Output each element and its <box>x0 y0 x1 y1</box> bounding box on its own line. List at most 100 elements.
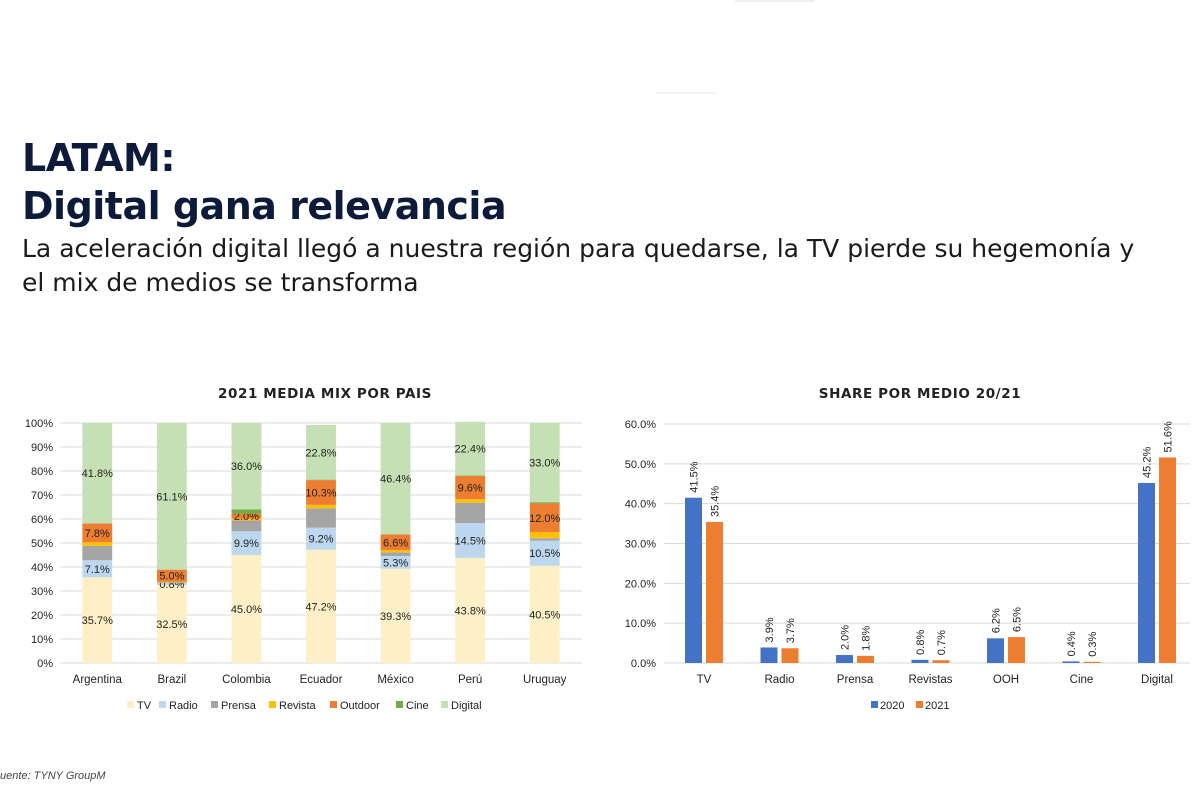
data-label: 45.0% <box>231 604 262 616</box>
decorative-line <box>655 92 715 94</box>
legend-label: Cine <box>406 700 429 712</box>
y-tick-label: 100% <box>25 418 53 430</box>
bar-segment-tv <box>82 577 113 663</box>
bar-2020 <box>1138 482 1155 663</box>
subtitle-line-1: La aceleración digital llegó a nuestra r… <box>22 234 1135 263</box>
y-tick-label: 90% <box>31 442 53 454</box>
bar-2021 <box>932 660 950 663</box>
data-label: 10.3% <box>305 487 336 499</box>
data-label: 6.5% <box>1012 607 1024 632</box>
data-label: 32.5% <box>156 619 187 631</box>
bar-segment-radio <box>455 523 486 558</box>
data-label: 33.0% <box>529 458 560 470</box>
bar-segment-prensa <box>156 582 187 584</box>
legend-swatch <box>159 701 166 708</box>
data-label: 46.4% <box>380 474 411 486</box>
bar-segment-radio <box>529 540 560 566</box>
x-tick-label: Brazil <box>157 674 186 686</box>
title-line-1: LATAM: <box>22 136 176 180</box>
x-tick-label: México <box>377 674 413 686</box>
legend-swatch <box>330 701 337 708</box>
decorative-line <box>735 0 815 2</box>
x-tick-label: Argentina <box>73 674 123 686</box>
bar-segment-revista <box>306 504 336 509</box>
legend-label: Outdoor <box>340 700 380 712</box>
x-tick-label: Perú <box>458 674 482 686</box>
data-label: 47.2% <box>305 601 336 613</box>
bar-segment-revista <box>529 532 560 539</box>
bar-2020 <box>987 638 1004 663</box>
legend-swatch <box>211 701 218 708</box>
bar-segment-outdoor <box>156 569 187 582</box>
bar-2021 <box>781 648 799 663</box>
y-tick-label: 30.0% <box>625 539 656 551</box>
page-title: LATAM: Digital gana relevancia <box>22 134 507 230</box>
bar-segment-outdoor <box>380 534 411 551</box>
bar-segment-revista <box>380 550 411 553</box>
data-label: 22.8% <box>305 447 336 459</box>
data-label: 3.7% <box>785 618 797 643</box>
legend-swatch <box>396 701 403 708</box>
x-tick-label: OOH <box>993 674 1019 686</box>
bar-segment-digital <box>529 423 560 503</box>
x-tick-label: Radio <box>764 674 794 686</box>
bar-segment-tv <box>380 568 411 663</box>
data-label: 0.7% <box>936 630 948 655</box>
data-label: 35.4% <box>710 486 722 517</box>
data-label: 61.1% <box>156 491 187 503</box>
title-line-2: Digital gana relevancia <box>22 184 507 228</box>
bar-segment-radio <box>231 531 262 555</box>
bar-segment-cine <box>529 502 560 504</box>
y-tick-label: 50% <box>31 538 53 550</box>
bar-segment-prensa <box>82 545 113 561</box>
legend-label: Radio <box>169 700 198 712</box>
y-tick-label: 70% <box>31 490 53 502</box>
legend-label: Revista <box>279 700 317 712</box>
data-label: 3.9% <box>764 617 776 642</box>
bar-segment-digital <box>156 423 187 570</box>
bar-segment-prensa <box>455 502 486 524</box>
bar-segment-digital <box>306 424 336 480</box>
data-label: 51.6% <box>1163 421 1175 452</box>
data-label: 40.5% <box>529 609 560 621</box>
y-tick-label: 10% <box>31 634 53 646</box>
bar-2021 <box>857 655 874 663</box>
bar-segment-tv <box>455 557 486 663</box>
legend-swatch <box>916 701 923 708</box>
bar-segment-revista <box>231 518 262 521</box>
y-tick-label: 20.0% <box>625 578 656 590</box>
legend-label: 2020 <box>880 700 904 712</box>
bar-2020 <box>760 647 778 663</box>
legend-swatch <box>127 701 134 708</box>
data-label: 0.4% <box>1066 631 1078 656</box>
x-tick-label: Digital <box>1141 674 1173 686</box>
y-tick-label: 0% <box>37 658 53 670</box>
bar-segment-digital <box>231 423 262 510</box>
data-label: 5.0% <box>159 571 184 583</box>
legend-swatch <box>441 701 448 708</box>
data-label: 14.5% <box>455 535 486 547</box>
data-label: 6.6% <box>383 537 408 549</box>
bar-segment-revista <box>82 542 113 546</box>
x-tick-label: Colombia <box>222 674 271 686</box>
data-label: 7.8% <box>85 528 110 540</box>
legend-label: Digital <box>451 700 482 712</box>
source-note: uente: TYNY GroupM <box>0 770 106 782</box>
bar-segment-outdoor <box>455 476 486 500</box>
data-label: 0.8% <box>915 630 927 655</box>
data-label: 41.8% <box>82 468 113 480</box>
bar-segment-prensa <box>231 520 262 532</box>
subtitle-line-2: el mix de medios se transforma <box>22 268 419 297</box>
bar-segment-radio <box>306 527 336 550</box>
bar-segment-tv <box>156 585 187 663</box>
data-label: 9.2% <box>308 534 333 546</box>
bar-2020 <box>1062 661 1080 663</box>
y-tick-label: 80% <box>31 466 53 478</box>
bar-2020 <box>685 497 702 663</box>
x-tick-label: Prensa <box>837 674 874 686</box>
x-tick-label: Cine <box>1070 674 1094 686</box>
y-tick-label: 40.0% <box>625 499 656 511</box>
bar-segment-outdoor <box>306 480 336 505</box>
y-tick-label: 50.0% <box>625 459 656 471</box>
